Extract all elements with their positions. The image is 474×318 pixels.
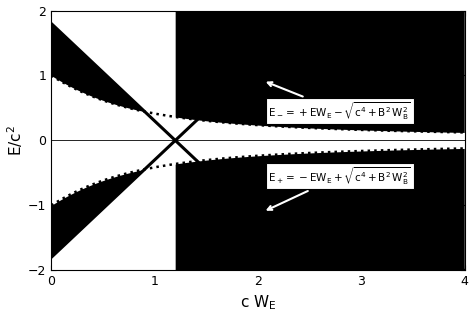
Text: $\mathrm{E_+=-EW_E}+\sqrt{c^4+B^2\,W_B^2}$: $\mathrm{E_+=-EW_E}+\sqrt{c^4+B^2\,W_B^2… [268, 166, 411, 210]
Text: $\mathrm{E_-=+EW_E}-\sqrt{c^4+B^2\,W_B^2}$: $\mathrm{E_-=+EW_E}-\sqrt{c^4+B^2\,W_B^2… [268, 82, 411, 122]
X-axis label: c W$_{\rm E}$: c W$_{\rm E}$ [240, 294, 276, 313]
Y-axis label: E/c$^2$: E/c$^2$ [6, 125, 25, 156]
